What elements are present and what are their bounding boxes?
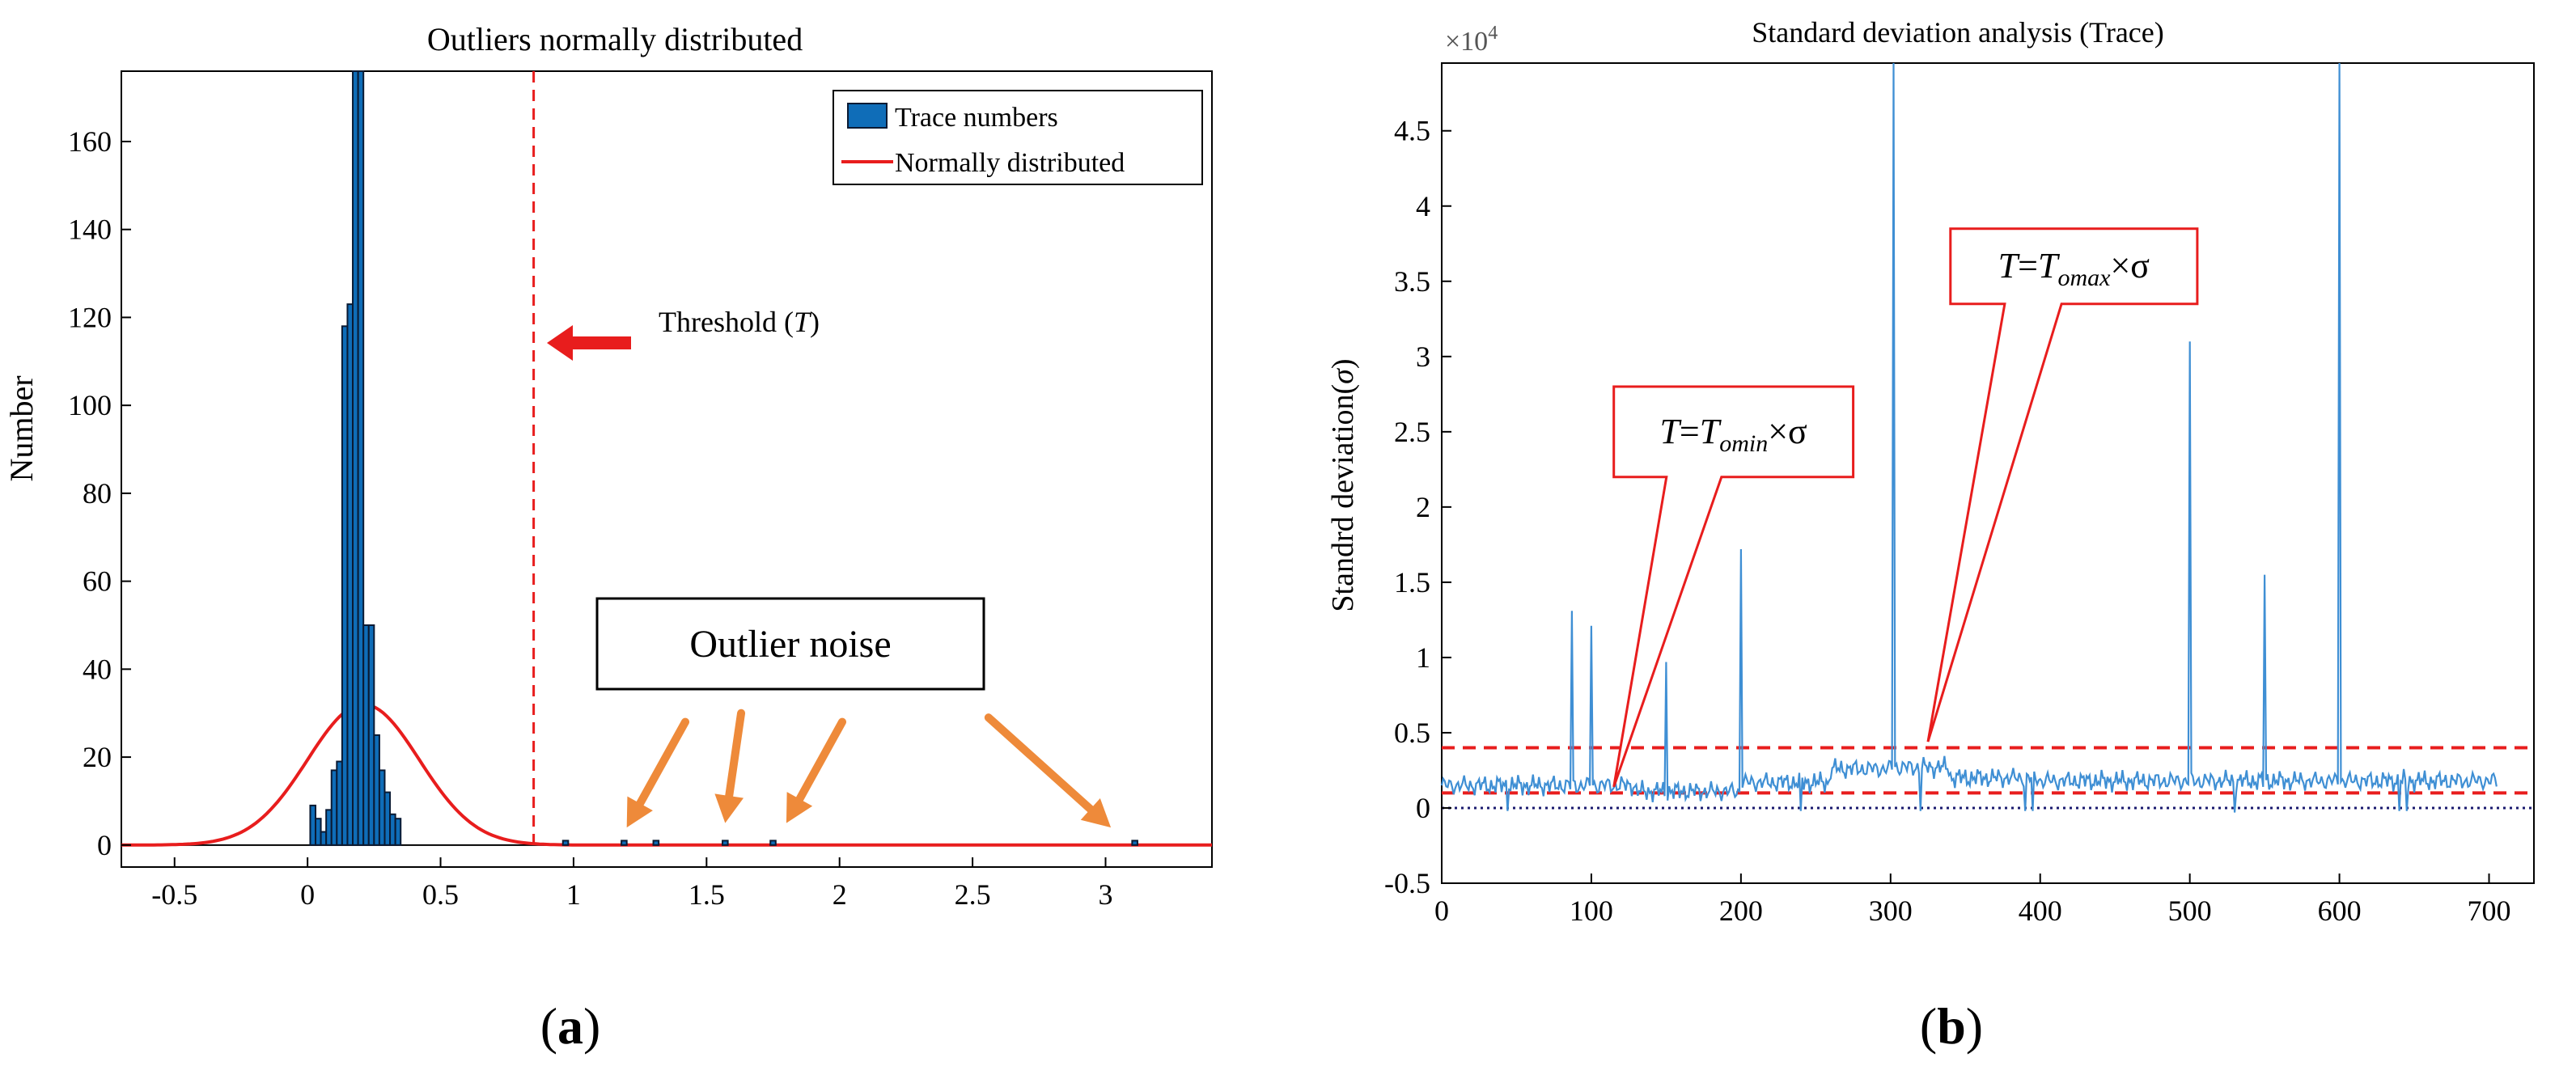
- x-tick-label: 700: [2468, 895, 2511, 927]
- histogram-bar: [1131, 840, 1138, 846]
- callout-times-sigma: ×σ: [2110, 246, 2150, 286]
- outlier-noise-label: Outlier noise: [689, 623, 891, 666]
- callout-equals: =: [2018, 246, 2038, 286]
- y-tick-label: 0: [1416, 792, 1430, 824]
- x-tick-label: 600: [2318, 895, 2362, 927]
- chart-panel-a: Outliers normally distributed -0.5 0 0.5 1 1…: [3, 21, 1213, 911]
- exponent-power: 4: [1488, 23, 1498, 44]
- callout-symbol: T: [1998, 246, 2021, 286]
- chart-a-plot-area: -0.5 0 0.5 1 1.5 2 2.5 3 0 20 40 60 80 100 120 140 160: [68, 70, 1213, 911]
- histogram-bar: [621, 840, 628, 846]
- svg-text:×104: ×104: [1445, 23, 1498, 57]
- x-tick-label: 400: [2019, 895, 2062, 927]
- y-tick-label: 140: [68, 214, 112, 246]
- y-tick-label: 3.5: [1394, 265, 1430, 298]
- chart-a-ylabel: Number: [3, 375, 40, 481]
- y-tick-label: 1.5: [1394, 566, 1430, 599]
- x-tick-label: 100: [1570, 895, 1613, 927]
- histogram-bar: [394, 818, 402, 846]
- x-tick-label: 2: [833, 878, 847, 911]
- y-tick-label: 1: [1416, 641, 1430, 674]
- callout-subscript: omax: [2057, 264, 2111, 291]
- outlier-arrows: [626, 709, 1112, 828]
- outlier-arrow: [714, 709, 746, 823]
- threshold-annotation: Threshold (T): [547, 306, 820, 361]
- normal-curve: [121, 702, 1212, 847]
- x-tick-label: 1: [566, 878, 581, 911]
- y-tick-label: 3: [1416, 341, 1430, 373]
- y-tick-label: 40: [83, 653, 112, 685]
- panel-label-b: b: [1937, 997, 1966, 1055]
- x-tick-label: 1.5: [688, 878, 725, 911]
- y-tick-label: 60: [83, 565, 112, 598]
- callout-times-sigma: ×σ: [1768, 412, 1807, 451]
- chart-a-frame: [121, 70, 1213, 868]
- callout-tomin: T=Tomin×σ: [1612, 385, 1855, 788]
- x-tick-label: 2.5: [955, 878, 991, 911]
- panel-label-a: a: [557, 997, 583, 1055]
- chart-a-legend: Trace numbers Normally distributed: [833, 90, 1203, 185]
- y-tick-label: 4: [1416, 190, 1430, 222]
- x-tick-label: -0.5: [151, 878, 197, 911]
- x-tick-label: 500: [2168, 895, 2212, 927]
- svg-text:T=Tomax×σ: T=Tomax×σ: [1998, 246, 2150, 291]
- legend-label-trace-numbers: Trace numbers: [895, 103, 1058, 133]
- legend-swatch-bars: [847, 103, 888, 129]
- callout-base: T: [2038, 246, 2061, 286]
- outlier-arrow: [786, 717, 846, 823]
- y-tick-label: 0: [97, 829, 112, 861]
- y-tick-label: 160: [68, 125, 112, 158]
- chart-b-ylabel-close: ): [1326, 358, 1360, 369]
- svg-text:(a): (a): [540, 997, 601, 1055]
- y-tick-label: 20: [83, 741, 112, 773]
- outlier-arrow: [984, 713, 1112, 828]
- x-tick-label: 300: [1869, 895, 1913, 927]
- threshold-callouts: T=Tomin×σT=Tomax×σ: [1612, 227, 2199, 788]
- x-tick-label: 0: [1434, 895, 1449, 927]
- trace-line: [1440, 62, 2498, 813]
- y-tick-label: 80: [83, 477, 112, 510]
- chart-b-ylabel: Standrd deviation(: [1326, 384, 1360, 612]
- callout-symbol: T: [1659, 412, 1682, 451]
- chart-panel-b: Standard deviation analysis (Trace) ×104…: [1326, 16, 2535, 927]
- chart-a-title: Outliers normally distributed: [427, 21, 803, 57]
- y-tick-label: 2: [1416, 491, 1430, 523]
- threshold-close: ): [810, 306, 820, 338]
- callout-base: T: [1700, 412, 1722, 451]
- svg-text:Threshold (T): Threshold (T): [659, 306, 820, 338]
- y-tick-label: 100: [68, 389, 112, 421]
- svg-text:T=Tomin×σ: T=Tomin×σ: [1659, 412, 1807, 457]
- y-tick-label: 120: [68, 301, 112, 333]
- legend-label-normal: Normally distributed: [895, 148, 1125, 178]
- x-tick-label: 200: [1719, 895, 1763, 927]
- y-tick-label: 2.5: [1394, 416, 1430, 448]
- x-tick-label: 0.5: [422, 878, 459, 911]
- outlier-arrow: [626, 717, 690, 828]
- callout-tomax: T=Tomax×σ: [1926, 227, 2199, 742]
- chart-b-title: Standard deviation analysis (Trace): [1752, 16, 2164, 49]
- svg-text:Standrd deviation(σ): Standrd deviation(σ): [1326, 358, 1360, 611]
- threshold-label: Threshold (: [659, 306, 794, 338]
- callout-equals: =: [1680, 412, 1700, 451]
- y-tick-label: 4.5: [1394, 115, 1430, 147]
- histogram-bar: [722, 840, 729, 846]
- threshold-arrow: [547, 325, 631, 361]
- callout-subscript: omin: [1719, 430, 1768, 457]
- histogram-bar: [357, 70, 365, 846]
- x-tick-label: 3: [1098, 878, 1112, 911]
- histogram-bar: [652, 840, 660, 846]
- y-tick-label: 0.5: [1394, 717, 1430, 749]
- histogram-bar: [769, 840, 777, 846]
- svg-text:(b): (b): [1920, 997, 1983, 1055]
- threshold-symbol: T: [794, 306, 812, 338]
- exponent-base: ×10: [1445, 27, 1488, 57]
- y-tick-label: -0.5: [1384, 867, 1430, 899]
- chart-b-ylabel-symbol: σ: [1326, 368, 1360, 384]
- chart-b-plot-area: 0 100 200 300 400 500 600 700-0.500.511.522.533…: [1384, 62, 2535, 927]
- x-tick-label: 0: [300, 878, 315, 911]
- histogram-bar: [561, 840, 570, 846]
- outlier-noise-callout: Outlier noise: [595, 597, 985, 691]
